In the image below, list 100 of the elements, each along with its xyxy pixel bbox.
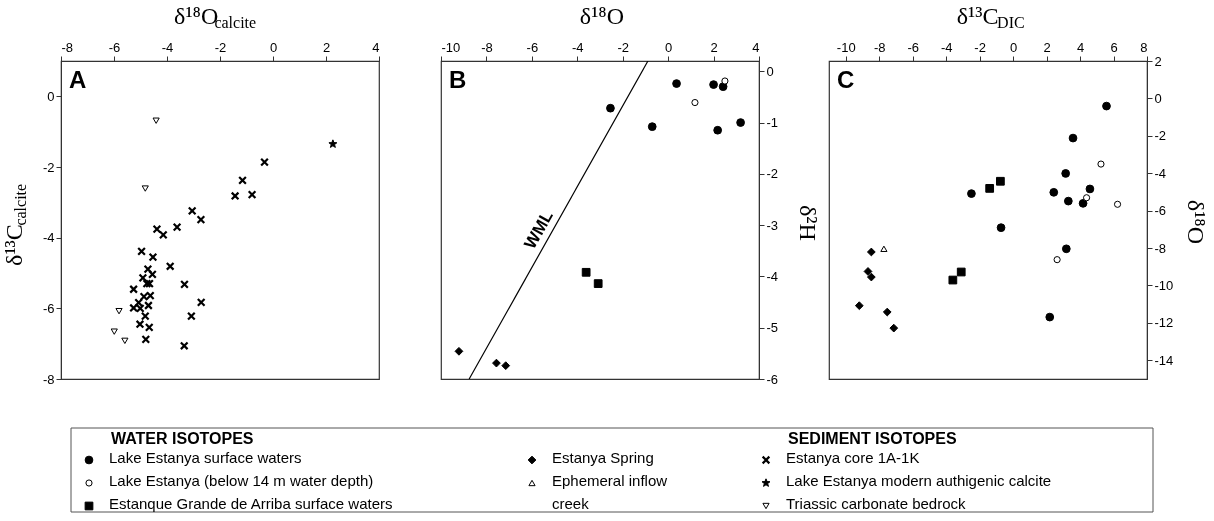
legend-label: Estanque Grande de Arriba surface waters <box>109 495 393 512</box>
y-tick-label: -2 <box>42 159 55 175</box>
point <box>647 122 657 132</box>
point <box>996 176 1005 186</box>
x-tick-label: 2 <box>710 39 718 55</box>
y-tick-label: -10 <box>1154 277 1174 293</box>
point <box>736 118 745 127</box>
x-tick-label: 4 <box>372 39 380 55</box>
y-axis-title: δ¹⁸O <box>1183 199 1209 245</box>
y-tick-label: 0 <box>1154 90 1162 106</box>
point <box>138 273 148 283</box>
x-tick-label: 4 <box>1076 39 1085 55</box>
y-tick-label: -3 <box>766 217 779 233</box>
point <box>1045 312 1055 322</box>
point <box>709 80 718 89</box>
y-tick-label: -4 <box>766 268 779 284</box>
y-tick-label: -12 <box>1154 315 1174 331</box>
point <box>129 284 139 294</box>
y-axis-title: δ²H <box>795 204 821 241</box>
x-tick-label: -2 <box>617 39 629 55</box>
point <box>880 245 888 252</box>
y-tick-label: -6 <box>42 300 55 316</box>
point <box>152 117 160 124</box>
point <box>238 175 247 185</box>
chart-title: B <box>449 66 467 93</box>
point <box>152 224 162 234</box>
y-tick-label: 2 <box>1154 53 1162 69</box>
legend-label: Lake Estanya modern authigenic calcite <box>786 472 1052 489</box>
legend-label: Ephemeral inflow creek <box>552 472 668 512</box>
legend-label: Estanya core 1A-1K <box>786 449 920 466</box>
x-tick-label: 6 <box>1110 39 1118 55</box>
y-tick-label: -2 <box>1154 128 1167 144</box>
x-tick-label: -4 <box>572 39 584 55</box>
point <box>721 77 729 85</box>
point <box>1083 194 1091 202</box>
y-tick-label: -4 <box>1154 165 1167 181</box>
x-axis-title: δ¹⁸O <box>579 3 625 29</box>
x-tick-label: -4 <box>161 39 174 55</box>
point <box>492 358 501 368</box>
point <box>179 341 189 351</box>
y-tick-label: 0 <box>47 88 55 104</box>
point <box>1085 184 1095 194</box>
y-tick-label: -14 <box>1154 352 1174 368</box>
x-tick-label: -2 <box>214 39 227 55</box>
legend-label: Estanya Spring <box>552 449 654 466</box>
point <box>985 184 995 193</box>
point <box>172 222 182 232</box>
point <box>165 261 175 271</box>
point <box>141 334 151 344</box>
point <box>863 267 873 276</box>
point <box>581 267 591 277</box>
point <box>718 82 728 92</box>
y-tick-label: -1 <box>766 115 779 131</box>
point <box>1113 200 1122 208</box>
x-tick-label: 8 <box>1140 39 1148 55</box>
point <box>137 246 147 256</box>
legend-title: WATER ISOTOPES <box>111 430 254 447</box>
legend-label: Triassic carbonate bedrock <box>786 495 967 512</box>
point <box>260 157 269 167</box>
legend-label: Lake Estanya (below 14 m water depth) <box>109 472 374 489</box>
x-tick-label: -6 <box>907 39 919 55</box>
x-tick-label: -10 <box>441 39 461 55</box>
x-tick-label: 4 <box>752 39 760 55</box>
point <box>996 223 1006 233</box>
y-tick-label: -2 <box>766 166 779 182</box>
x-tick-label: -2 <box>974 39 986 55</box>
point <box>180 279 189 289</box>
point <box>1102 101 1111 111</box>
x-tick-label: 0 <box>665 39 673 55</box>
point <box>230 191 240 201</box>
point <box>1061 244 1071 254</box>
x-tick-label: -6 <box>526 39 539 55</box>
point <box>1078 198 1088 208</box>
x-tick-label: 2 <box>1043 39 1051 55</box>
y-tick-label: -6 <box>1154 203 1167 219</box>
y-axis-title: δ¹³Ccalcite <box>1 183 29 266</box>
point <box>196 297 206 307</box>
point <box>948 275 958 285</box>
point <box>691 98 699 107</box>
point <box>247 190 257 200</box>
y-tick-label: -6 <box>766 371 779 387</box>
chart-title: A <box>69 66 87 93</box>
point <box>147 269 157 279</box>
chart-title: C <box>837 66 855 93</box>
point <box>158 230 168 240</box>
x-tick-label: -8 <box>481 39 493 55</box>
point <box>1053 256 1061 264</box>
x-tick-label: -8 <box>61 39 74 55</box>
point <box>1061 169 1071 178</box>
point <box>1049 187 1059 197</box>
point <box>501 361 511 371</box>
x-tick-label: 2 <box>322 39 331 55</box>
y-tick-label: -8 <box>42 371 55 387</box>
x-tick-label: -4 <box>940 39 953 55</box>
point <box>187 206 197 216</box>
point <box>967 189 976 198</box>
point <box>672 79 681 88</box>
point <box>889 323 899 333</box>
point <box>882 307 892 317</box>
point <box>593 279 603 288</box>
